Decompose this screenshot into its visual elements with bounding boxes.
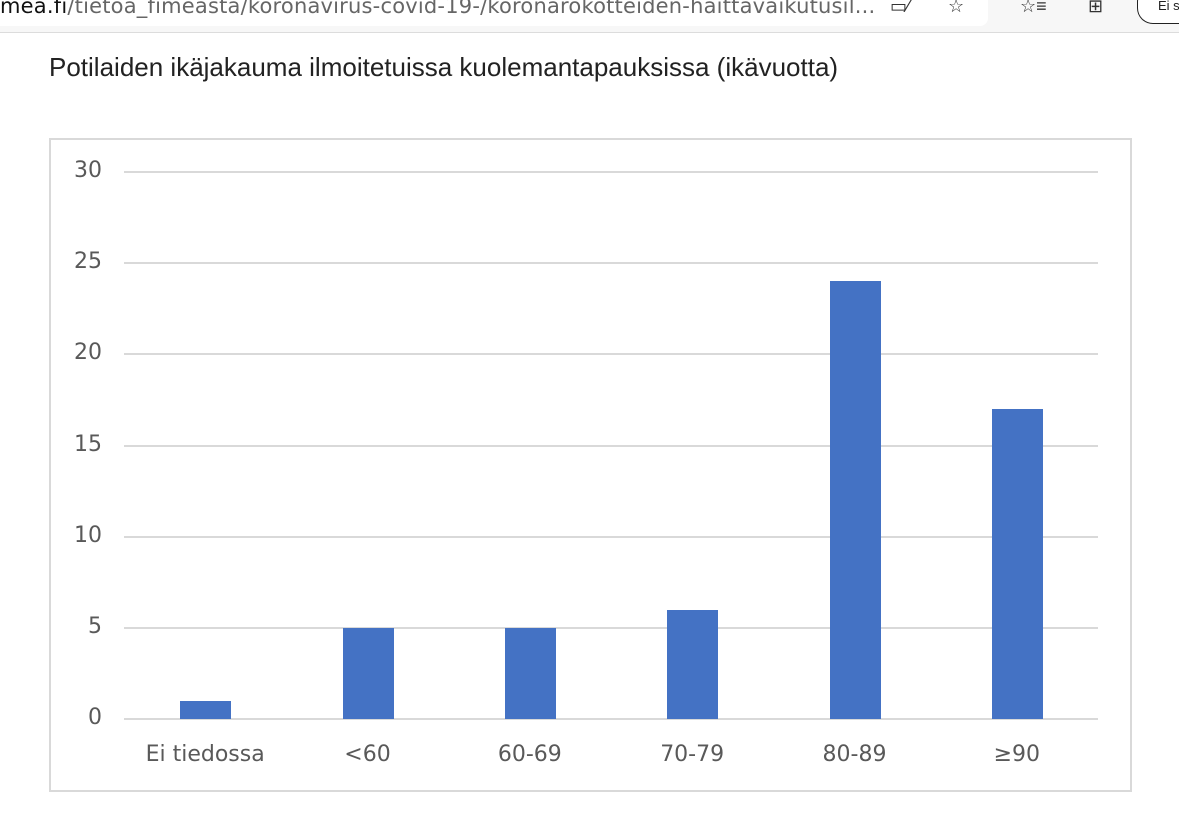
url-text[interactable]: mea.fi/tietoa_fimeasta/koronavirus-covid… xyxy=(0,0,875,18)
bar xyxy=(504,627,556,719)
gridline xyxy=(124,535,1098,538)
gridline xyxy=(124,444,1098,447)
y-tick-label: 30 xyxy=(74,158,102,183)
profile-button[interactable]: Ei s xyxy=(1137,0,1179,24)
add-favorite-icon[interactable]: ☆ xyxy=(948,0,965,16)
gridline xyxy=(124,262,1098,265)
favorites-icon[interactable]: ☆≡ xyxy=(1020,0,1047,16)
x-category-label: 70-79 xyxy=(660,742,725,767)
x-category-label: <60 xyxy=(344,742,391,767)
x-category-label: 60-69 xyxy=(497,742,562,767)
x-category-label: Ei tiedossa xyxy=(145,742,265,767)
bar xyxy=(667,609,719,719)
y-tick-label: 25 xyxy=(74,249,102,275)
gridline xyxy=(124,353,1098,356)
y-tick-label: 15 xyxy=(74,431,102,457)
y-tick-label: 10 xyxy=(74,522,102,548)
address-bar[interactable]: mea.fi/tietoa_fimeasta/koronavirus-covid… xyxy=(0,0,988,26)
url-host: mea.fi xyxy=(0,0,68,18)
x-category-label: ≥90 xyxy=(993,742,1041,767)
chart-frame xyxy=(49,138,1132,792)
bar xyxy=(829,281,881,719)
y-tick-label: 5 xyxy=(88,613,102,639)
y-tick-label: 20 xyxy=(74,340,102,366)
read-aloud-icon[interactable]: ▭⁄ xyxy=(890,0,911,16)
chart-heading: Potilaiden ikäjakauma ilmoitetuissa kuol… xyxy=(49,52,839,82)
gridline xyxy=(124,718,1098,720)
gridline xyxy=(124,171,1098,173)
browser-toolbar: mea.fi/tietoa_fimeasta/koronavirus-covid… xyxy=(0,0,1179,33)
bar xyxy=(342,627,394,719)
bar xyxy=(991,409,1043,719)
collections-icon[interactable]: ⊞ xyxy=(1088,0,1104,16)
x-category-label: 80-89 xyxy=(822,742,887,767)
bar xyxy=(180,700,232,719)
url-path: /tietoa_fimeasta/koronavirus-covid-19-/k… xyxy=(67,0,876,18)
y-tick-label: 0 xyxy=(88,705,102,730)
gridline xyxy=(124,626,1098,629)
